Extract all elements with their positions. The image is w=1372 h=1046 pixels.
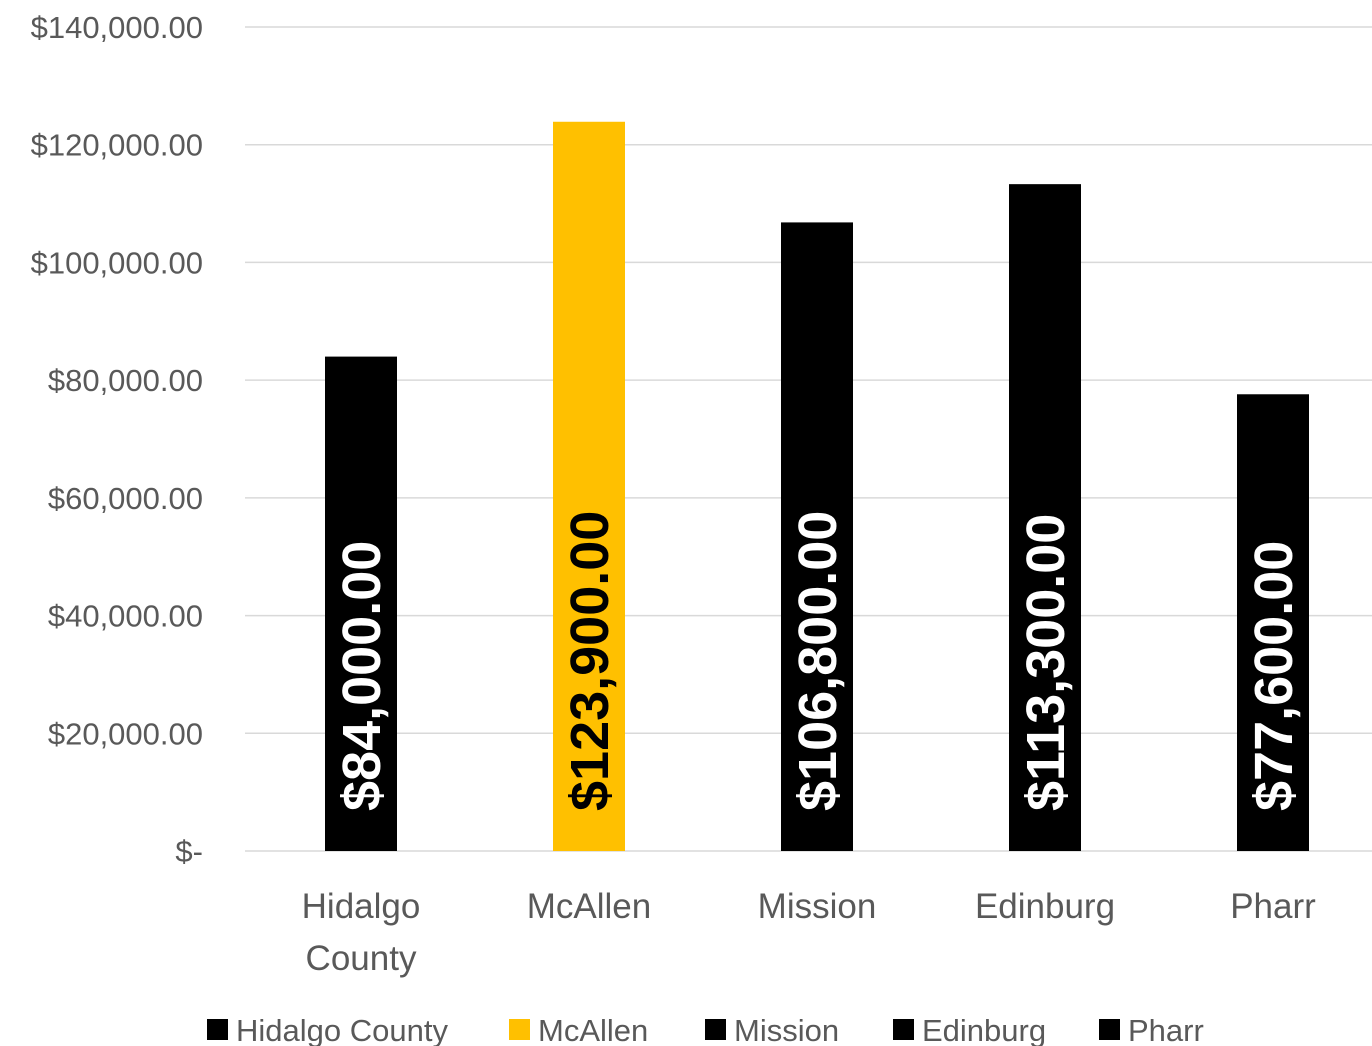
legend-swatch bbox=[1099, 1019, 1120, 1040]
data-label: $113,300.00 bbox=[1016, 514, 1076, 811]
legend-label: Mission bbox=[734, 1013, 839, 1046]
legend-swatch bbox=[509, 1019, 530, 1040]
data-label: $123,900.00 bbox=[560, 511, 620, 811]
y-tick-label: $100,000.00 bbox=[31, 245, 203, 280]
x-tick-label: Edinburg bbox=[975, 887, 1115, 926]
bar bbox=[325, 356, 397, 851]
y-tick-label: $- bbox=[175, 834, 203, 869]
legend-label: McAllen bbox=[538, 1013, 648, 1046]
bar bbox=[781, 222, 853, 852]
bar bbox=[553, 121, 625, 851]
x-tick-label: County bbox=[306, 939, 417, 978]
x-tick-label: Pharr bbox=[1230, 887, 1316, 926]
x-tick-label: Mission bbox=[758, 887, 877, 926]
bar bbox=[1237, 394, 1309, 851]
legend-swatch bbox=[893, 1019, 914, 1040]
legend-label: Pharr bbox=[1128, 1013, 1204, 1046]
y-tick-label: $40,000.00 bbox=[48, 599, 203, 634]
y-axis: $- $20,000.00 $40,000.00 $60,000.00 $80,000.… bbox=[31, 10, 203, 869]
legend-swatch bbox=[207, 1019, 228, 1040]
x-tick-label: McAllen bbox=[527, 887, 651, 926]
y-tick-label: $120,000.00 bbox=[31, 128, 203, 163]
data-label: $77,600.00 bbox=[1244, 541, 1304, 811]
y-tick-label: $80,000.00 bbox=[48, 363, 203, 398]
bar bbox=[1009, 184, 1081, 852]
legend-label: Edinburg bbox=[922, 1013, 1046, 1046]
legend-swatch bbox=[705, 1019, 726, 1040]
y-tick-label: $140,000.00 bbox=[31, 10, 203, 45]
data-label: $106,800.00 bbox=[788, 511, 848, 811]
bars bbox=[325, 121, 1309, 852]
y-tick-label: $20,000.00 bbox=[48, 716, 203, 751]
legend-label: Hidalgo County bbox=[236, 1013, 448, 1046]
y-tick-label: $60,000.00 bbox=[48, 481, 203, 516]
x-tick-label: Hidalgo bbox=[302, 887, 421, 926]
legend: Hidalgo County McAllen Mission Edinburg Phar… bbox=[207, 1013, 1204, 1046]
data-labels: $84,000.00 $123,900.00 $106,800.00 $113,300… bbox=[332, 511, 1304, 811]
data-label: $84,000.00 bbox=[332, 541, 392, 811]
x-axis: Hidalgo County McAllen Mission Edinburg Pharr bbox=[302, 887, 1316, 978]
